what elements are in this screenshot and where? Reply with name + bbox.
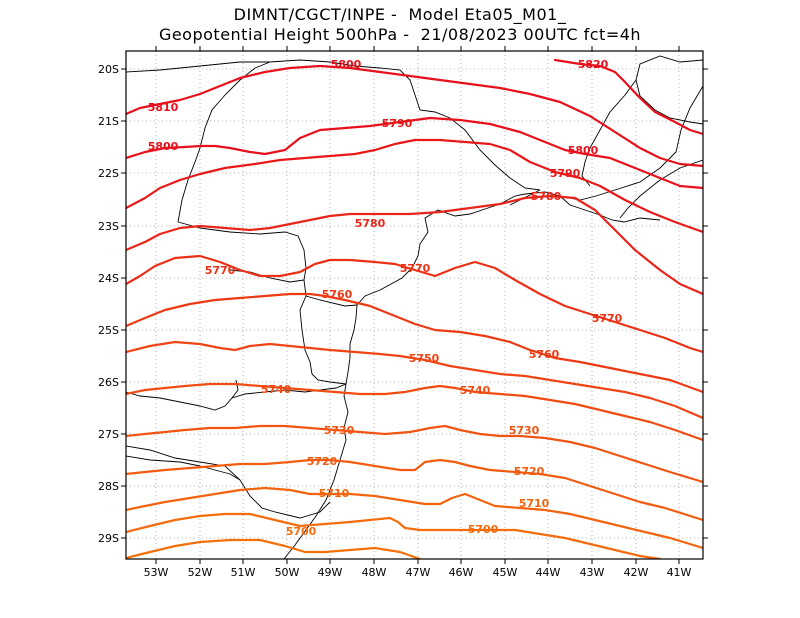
contour-5730 (126, 424, 703, 484)
contour-5810 (126, 64, 703, 168)
contour-label-5820: 5820 (578, 58, 609, 71)
contour-label-5810: 5810 (148, 101, 179, 114)
lat-label: 22S (98, 167, 119, 180)
lon-label: 42W (624, 566, 649, 579)
lon-label: 49W (318, 566, 343, 579)
lat-label: 23S (98, 220, 119, 233)
contour-5770 (126, 254, 703, 354)
contour-5820 (553, 58, 703, 136)
contour-5800 (126, 116, 703, 190)
contour-label-5770: 5770 (205, 264, 236, 277)
contour-label-5700: 5700 (468, 523, 499, 536)
lon-label: 43W (580, 566, 605, 579)
contour-label-5780: 5780 (355, 217, 386, 230)
lon-label: 44W (536, 566, 561, 579)
state-border (269, 59, 541, 191)
state-border (619, 159, 703, 219)
state-border (177, 221, 358, 307)
country-border (231, 379, 239, 399)
contour-label-5720: 5720 (307, 455, 338, 468)
contour-5690 (126, 538, 422, 559)
contour-5780 (126, 194, 703, 296)
contour-label-5790: 5790 (550, 167, 581, 180)
contour-label-5720: 5720 (514, 465, 545, 478)
contour-label-5800: 5800 (568, 144, 599, 157)
lon-label: 48W (362, 566, 387, 579)
contour-5760 (126, 292, 703, 394)
contour-5740 (126, 382, 703, 442)
contour-label-5730: 5730 (509, 424, 540, 437)
contour-5720 (126, 458, 703, 522)
lat-label: 26S (98, 376, 119, 389)
lat-label: 27S (98, 428, 119, 441)
lat-label: 24S (98, 272, 119, 285)
map-title-line2: Geopotential Height 500hPa - 21/08/2023 … (158, 25, 642, 44)
lon-label: 46W (449, 566, 474, 579)
coastline (283, 85, 703, 559)
contour-5750 (126, 340, 703, 420)
state-border (581, 79, 637, 187)
contour-5710 (126, 486, 703, 550)
contour-label-5800: 5800 (148, 140, 179, 153)
lon-label: 53W (144, 566, 169, 579)
lon-label: 51W (231, 566, 256, 579)
lon-label: 45W (493, 566, 518, 579)
lon-label: 41W (667, 566, 692, 579)
map-title-line1: DIMNT/CGCT/INPE - Model Eta05_M01_ (233, 5, 567, 24)
lat-label: 25S (98, 324, 119, 337)
contour-label-5710: 5710 (519, 497, 550, 510)
state-border (299, 295, 347, 385)
contour-label-5710: 5710 (319, 487, 350, 500)
coastline-borders (126, 55, 703, 559)
state-border (126, 445, 331, 519)
state-border (177, 61, 271, 223)
lon-label: 50W (275, 566, 300, 579)
longitude-axis: 53W 52W 51W 50W 49W 48W 47W 46W 45W 44W … (144, 46, 692, 579)
country-border (199, 465, 241, 481)
lon-label: 52W (188, 566, 213, 579)
contour-5790 (126, 138, 703, 234)
contour-label-5790: 5790 (382, 117, 413, 130)
state-border (559, 195, 661, 223)
lat-label: 20S (98, 63, 119, 76)
contour-label-5800: 5800 (331, 58, 362, 71)
contour-label-5740: 5740 (261, 383, 292, 396)
contour-label-5740: 5740 (460, 384, 491, 397)
contour-label-5770: 5770 (400, 262, 431, 275)
contour-label-5780: 5780 (531, 190, 562, 203)
state-border (635, 55, 703, 125)
state-border (509, 189, 541, 206)
contour-label-5750: 5750 (409, 352, 440, 365)
contour-5700 (126, 512, 662, 559)
contour-label-5770: 5770 (592, 312, 623, 325)
lat-label: 29S (98, 532, 119, 545)
graticule-grid (126, 51, 703, 559)
contour-label-5730: 5730 (324, 424, 355, 437)
contour-label-5700: 5700 (286, 525, 317, 538)
country-border (126, 455, 201, 467)
state-border (126, 61, 270, 73)
lon-label: 47W (406, 566, 431, 579)
plot-frame (125, 50, 704, 560)
contour-label-5760: 5760 (322, 288, 353, 301)
contour-label-5760: 5760 (529, 348, 560, 361)
lat-label: 21S (98, 115, 119, 128)
latitude-axis: 20S 21S 22S 23S 24S 25S 26S 27S 28S 29S (98, 63, 708, 545)
lat-label: 28S (98, 480, 119, 493)
